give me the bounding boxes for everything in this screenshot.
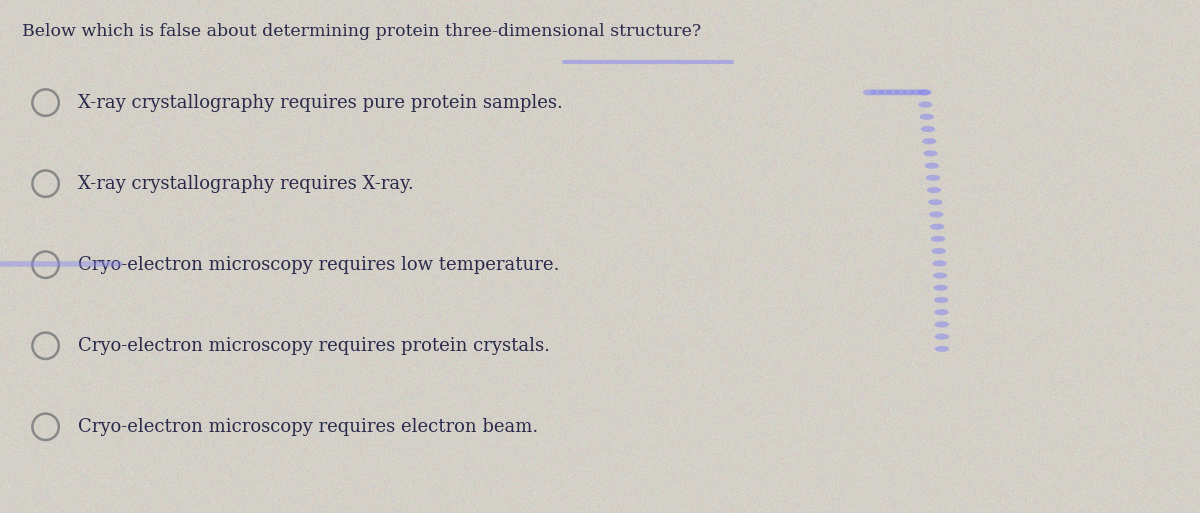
Text: X-ray crystallography requires X-ray.: X-ray crystallography requires X-ray.	[78, 174, 414, 193]
Circle shape	[901, 89, 916, 95]
Circle shape	[922, 138, 936, 144]
Circle shape	[923, 150, 937, 156]
Circle shape	[886, 89, 900, 95]
Text: Cryo-electron microscopy requires protein crystals.: Cryo-electron microscopy requires protei…	[78, 337, 550, 355]
Circle shape	[917, 89, 931, 95]
Circle shape	[894, 89, 908, 95]
Circle shape	[929, 211, 943, 218]
Text: Cryo-electron microscopy requires electron beam.: Cryo-electron microscopy requires electr…	[78, 418, 539, 436]
Circle shape	[934, 272, 948, 279]
Circle shape	[918, 102, 932, 108]
Circle shape	[935, 346, 949, 352]
Text: Below which is false about determining protein three-dimensional structure?: Below which is false about determining p…	[22, 23, 701, 40]
Circle shape	[878, 89, 893, 95]
Circle shape	[935, 309, 949, 315]
Circle shape	[917, 89, 931, 95]
Circle shape	[934, 297, 948, 303]
Circle shape	[926, 187, 941, 193]
Text: X-ray crystallography requires pure protein samples.: X-ray crystallography requires pure prot…	[78, 93, 563, 112]
Circle shape	[928, 199, 942, 205]
Circle shape	[934, 285, 948, 291]
Circle shape	[926, 175, 941, 181]
Circle shape	[930, 224, 944, 230]
Circle shape	[920, 126, 935, 132]
Circle shape	[925, 163, 940, 169]
Circle shape	[932, 260, 947, 266]
Circle shape	[863, 89, 877, 95]
Circle shape	[919, 114, 934, 120]
Text: Cryo-electron microscopy requires low temperature.: Cryo-electron microscopy requires low te…	[78, 255, 559, 274]
Circle shape	[935, 321, 949, 327]
Circle shape	[931, 248, 946, 254]
Circle shape	[931, 236, 946, 242]
Circle shape	[935, 333, 949, 340]
Circle shape	[910, 89, 924, 95]
Circle shape	[870, 89, 884, 95]
